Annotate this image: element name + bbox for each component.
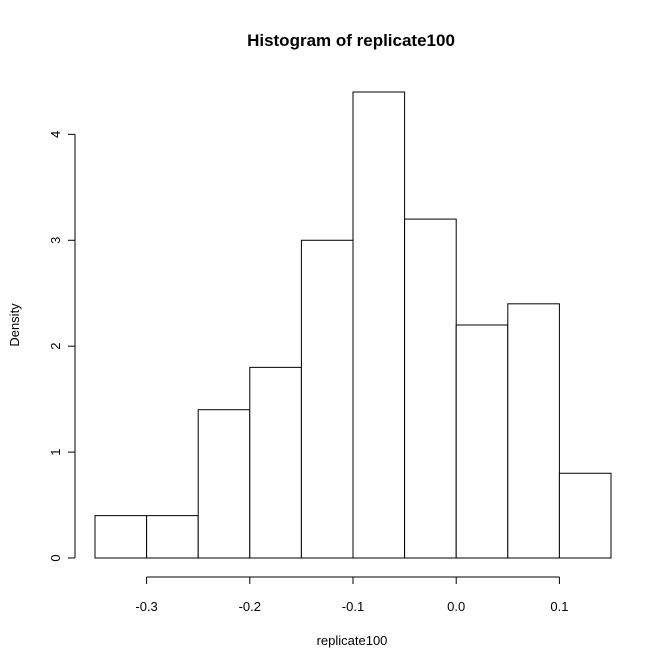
- y-tick-label: 3: [48, 237, 63, 244]
- x-tick-label: -0.2: [239, 599, 261, 614]
- chart-title: Histogram of replicate100: [247, 31, 455, 50]
- x-tick-label: -0.1: [342, 599, 364, 614]
- y-tick-label: 1: [48, 448, 63, 455]
- histogram-bar: [352, 91, 406, 559]
- histogram-bar: [558, 472, 612, 559]
- x-axis: -0.3 -0.2 -0.1 0.0 0.1: [135, 576, 568, 614]
- histogram-bar: [197, 409, 251, 559]
- x-tick-label: 0.0: [447, 599, 465, 614]
- y-axis-label: Density: [7, 303, 22, 347]
- histogram-bar: [249, 366, 302, 559]
- x-axis-label: replicate100: [317, 633, 388, 648]
- histogram-bar: [455, 324, 509, 559]
- histogram-bar: [404, 218, 457, 559]
- x-tick-label: 0.1: [550, 599, 568, 614]
- histogram-bar: [507, 303, 560, 559]
- histogram-bar: [300, 239, 354, 559]
- bars-group: [94, 91, 612, 559]
- y-axis: 0 1 2 3 4: [48, 131, 76, 562]
- histogram-bar: [94, 515, 148, 559]
- histogram-bar: [146, 515, 199, 559]
- y-tick-label: 0: [48, 554, 63, 561]
- y-tick-label: 2: [48, 343, 63, 350]
- y-tick-label: 4: [48, 131, 63, 138]
- x-tick-label: -0.3: [135, 599, 157, 614]
